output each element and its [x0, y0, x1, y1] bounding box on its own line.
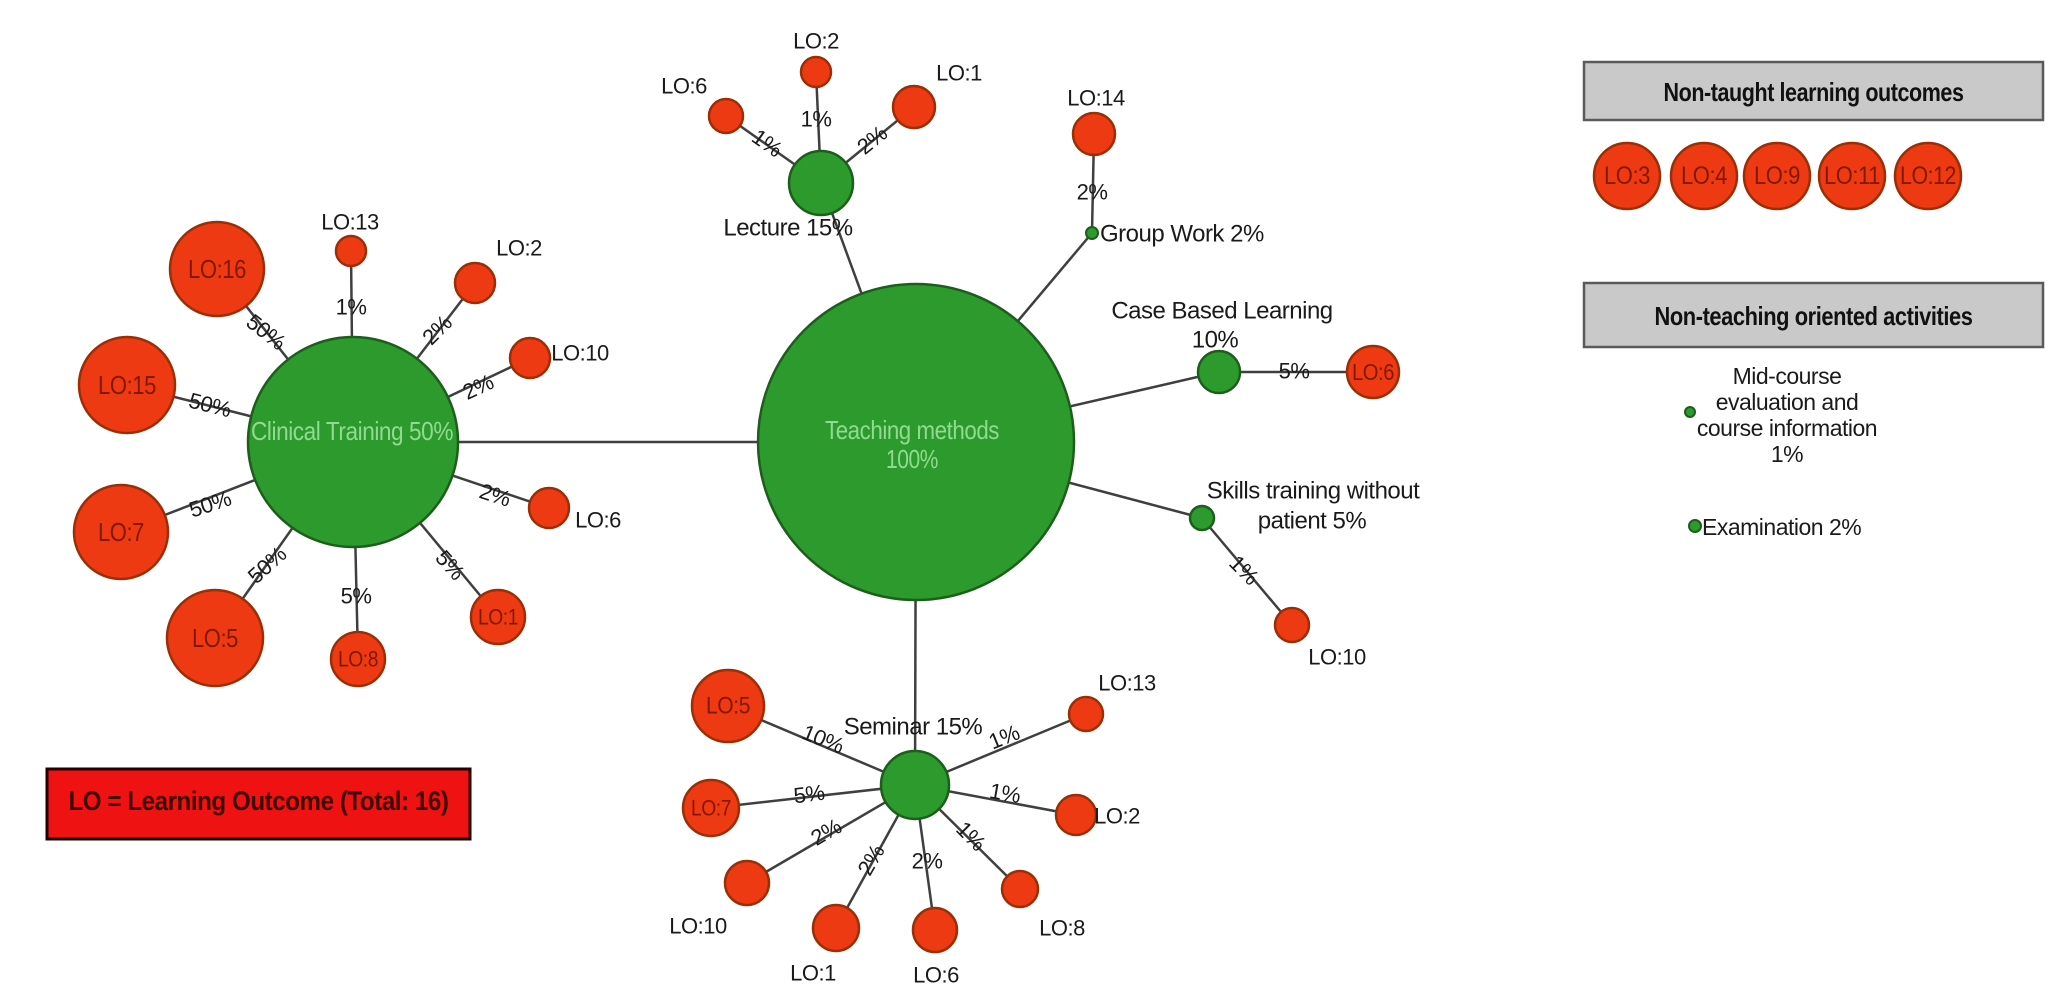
node-label-seminar-lo5: LO:5 [706, 693, 750, 720]
node-clinical-lo16 [168, 220, 266, 318]
node-label-legend-lo12: LO:12 [1900, 162, 1956, 190]
node-clinical-lo10 [508, 336, 552, 380]
node-legend-lo3 [1592, 141, 1662, 211]
node-hub-case-based-learning [1196, 349, 1242, 395]
activity-midcourse-line-1: Mid-course [1733, 363, 1842, 389]
label-pct-seminar-lo2: 1% [988, 778, 1023, 808]
label-pct-groupwork-lo14: 2% [1077, 180, 1108, 205]
node-legend-lo9 [1742, 141, 1812, 211]
node-casebased-lo6 [1345, 344, 1401, 400]
node-label-clinical-lo16: LO:16 [188, 254, 246, 284]
panel-non-taught-box [1582, 60, 2045, 122]
label-lecture-title: Lecture 15% [723, 215, 852, 242]
node-dot-group-work [1085, 226, 1099, 240]
activity-midcourse-line-3: course information [1697, 415, 1877, 441]
label-pct-casebased-lo6: 5% [1279, 359, 1310, 384]
label-seminar-lo1-label: LO:1 [790, 961, 836, 986]
node-label-legend-lo3: LO:3 [1604, 162, 1650, 190]
node-label-clinical-lo5: LO:5 [192, 623, 238, 653]
node-hub-teaching-methods [756, 282, 1076, 602]
node-clinical-lo6 [527, 486, 571, 530]
panel-non-teaching-box [1582, 281, 2045, 349]
label-teaching-title-line2: 100% [886, 444, 938, 474]
panel-non-taught-title: Non-taught learning outcomes [1664, 77, 1964, 107]
node-clinical-lo1 [469, 588, 527, 646]
activity-midcourse-line-4: 1% [1771, 441, 1803, 467]
label-clinical-lo6-label: LO:6 [575, 508, 621, 533]
node-seminar-lo7 [681, 778, 741, 838]
node-label-casebased-lo6: LO:6 [1352, 359, 1394, 385]
node-legend-lo4 [1669, 141, 1739, 211]
label-casebased-pct: 10% [1192, 327, 1239, 354]
label-lecture-lo2-label: LO:2 [793, 29, 839, 54]
label-groupwork-lo14-label: LO:14 [1067, 86, 1125, 111]
lo-definition-note-text: LO = Learning Outcome (Total: 16) [69, 786, 449, 816]
node-clinical-lo2 [453, 261, 497, 305]
label-pct-clinical-lo13: 1% [336, 295, 367, 320]
node-seminar-lo6 [911, 906, 959, 954]
label-pct-lecture-lo2: 1% [801, 107, 832, 132]
node-label-clinical-lo1: LO:1 [478, 605, 518, 630]
node-label-clinical-lo15: LO:15 [98, 370, 156, 400]
label-seminar-lo13-label: LO:13 [1098, 671, 1156, 696]
label-clinical-lo10-label: LO:10 [551, 341, 609, 366]
label-pct-clinical-lo8: 5% [341, 584, 372, 609]
label-clinical-lo13-label: LO:13 [321, 210, 379, 235]
node-dot-skills-training [1188, 504, 1216, 532]
node-seminar-lo13 [1067, 695, 1105, 733]
label-pct-seminar-lo7: 5% [792, 780, 826, 809]
node-label-legend-lo11: LO:11 [1824, 162, 1880, 190]
label-groupwork-title: Group Work 2% [1100, 221, 1264, 248]
node-legend-lo11 [1817, 141, 1887, 211]
node-lecture-lo2 [799, 55, 833, 89]
node-lecture-lo6 [707, 97, 745, 135]
edge-skills-lo10 [1201, 517, 1293, 626]
activity-midcourse-dot [1684, 406, 1696, 418]
label-clinical-lo2-label: LO:2 [496, 236, 542, 261]
node-seminar-lo2 [1054, 793, 1098, 837]
node-label-clinical-lo8: LO:8 [338, 647, 378, 672]
label-seminar-lo2-label: LO:2 [1094, 804, 1140, 829]
activity-examination-dot [1688, 519, 1702, 533]
node-seminar-lo5 [690, 668, 766, 744]
activity-examination-line-1: Examination 2% [1702, 514, 1861, 540]
node-legend-lo12 [1893, 141, 1963, 211]
activity-midcourse-line-2: evaluation and [1716, 389, 1859, 415]
label-clinical-title: Clinical Training 50% [251, 416, 453, 446]
label-seminar-lo8-label: LO:8 [1039, 916, 1085, 941]
node-hub-lecture [787, 149, 855, 217]
label-seminar-title: Seminar 15% [844, 714, 983, 741]
node-hub-clinical-training [246, 335, 460, 549]
node-clinical-lo7 [72, 483, 170, 581]
lo-definition-note-box [45, 767, 472, 841]
label-skills-lo10-label: LO:10 [1308, 645, 1366, 670]
node-label-seminar-lo7: LO:7 [691, 796, 731, 821]
node-seminar-lo10 [723, 859, 771, 907]
label-lecture-lo1-label: LO:1 [936, 61, 982, 86]
node-clinical-lo5 [165, 588, 265, 688]
panel-non-teaching-title: Non-teaching oriented activities [1655, 301, 1973, 331]
node-clinical-lo8 [329, 630, 387, 688]
label-skills-title-line2: patient 5% [1258, 508, 1367, 535]
node-clinical-lo15 [77, 335, 177, 435]
label-lecture-lo6-label: LO:6 [661, 74, 707, 99]
label-pct-seminar-lo6: 2% [912, 849, 943, 874]
node-skills-lo10 [1273, 606, 1311, 644]
label-skills-title-line1: Skills training without [1207, 478, 1420, 505]
node-clinical-lo13 [334, 234, 368, 268]
node-label-legend-lo4: LO:4 [1681, 162, 1728, 190]
node-seminar-lo1 [811, 903, 861, 953]
label-teaching-title-line1: Teaching methods [825, 415, 999, 445]
node-lecture-lo1 [891, 84, 937, 130]
label-casebased-title: Case Based Learning [1111, 298, 1332, 325]
node-groupwork-lo14 [1071, 111, 1117, 157]
label-seminar-lo6-label: LO:6 [913, 963, 959, 988]
node-label-clinical-lo7: LO:7 [98, 517, 144, 547]
node-hub-seminar [879, 749, 951, 821]
node-label-legend-lo9: LO:9 [1754, 162, 1800, 190]
node-seminar-lo8 [1000, 869, 1040, 909]
label-seminar-lo10-label: LO:10 [669, 914, 727, 939]
